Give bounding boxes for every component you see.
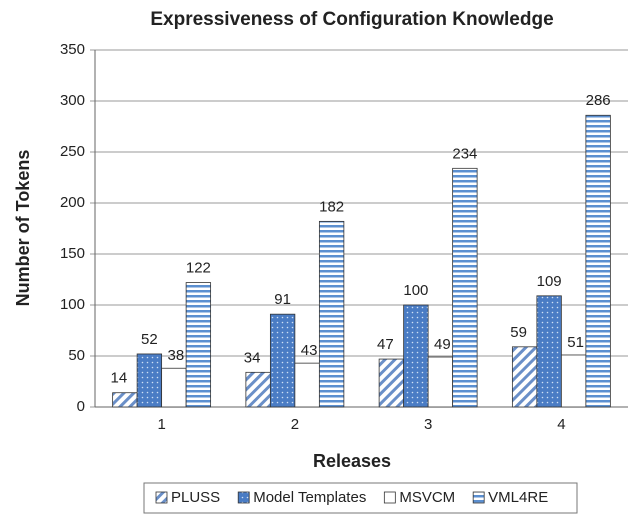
value-label: 100: [403, 282, 428, 299]
bar: [161, 367, 187, 408]
x-tick-label: 2: [291, 416, 299, 433]
bar: [136, 353, 163, 408]
x-tick-label: 4: [557, 416, 565, 433]
bar: [378, 358, 405, 408]
bar: [245, 371, 271, 408]
value-label: 14: [111, 370, 128, 387]
bar: [585, 114, 611, 408]
y-tick-label: 350: [60, 41, 85, 58]
legend-swatch: [155, 491, 168, 504]
bar: [112, 392, 138, 408]
value-label: 182: [319, 198, 344, 215]
bar: [294, 362, 320, 408]
legend-label: Model Templates: [253, 489, 366, 506]
x-axis-title: Releases: [313, 451, 391, 471]
legend-swatch: [472, 491, 485, 504]
bar: [403, 304, 429, 408]
chart-title: Expressiveness of Configuration Knowledg…: [150, 9, 553, 30]
value-label: 109: [537, 273, 562, 290]
y-tick-label: 250: [60, 143, 85, 160]
y-axis-title: Number of Tokens: [13, 150, 33, 307]
bar: [269, 313, 296, 408]
bar: [511, 346, 538, 408]
y-tick-label: 50: [68, 347, 85, 364]
x-tick-label: 1: [157, 416, 165, 433]
y-tick-label: 300: [60, 92, 85, 109]
legend-label: MSVCM: [399, 489, 455, 506]
value-label: 52: [141, 331, 158, 348]
value-label: 49: [434, 336, 451, 353]
value-label: 234: [452, 145, 477, 162]
y-tick-label: 0: [77, 398, 85, 415]
bar: [185, 282, 212, 408]
value-label: 38: [168, 347, 185, 364]
bar: [427, 356, 454, 408]
bar: [536, 295, 562, 408]
value-label: 91: [274, 291, 291, 308]
value-label: 59: [510, 324, 527, 341]
legend-swatch: [383, 491, 396, 504]
bar: [452, 167, 478, 408]
value-label: 51: [567, 334, 584, 351]
value-label: 122: [186, 260, 211, 277]
value-label: 43: [301, 342, 318, 359]
legend-box: [143, 482, 578, 514]
value-label: 34: [244, 349, 261, 366]
value-label: 47: [377, 336, 394, 353]
y-tick-label: 200: [60, 194, 85, 211]
x-tick-label: 3: [424, 416, 432, 433]
bar: [318, 220, 345, 408]
bar: [560, 354, 587, 408]
legend-label: VML4RE: [488, 489, 548, 506]
y-tick-label: 100: [60, 296, 85, 313]
y-tick-label: 150: [60, 245, 85, 262]
legend-label: PLUSS: [171, 489, 220, 506]
value-label: 286: [586, 92, 611, 109]
legend-swatch: [237, 491, 250, 504]
